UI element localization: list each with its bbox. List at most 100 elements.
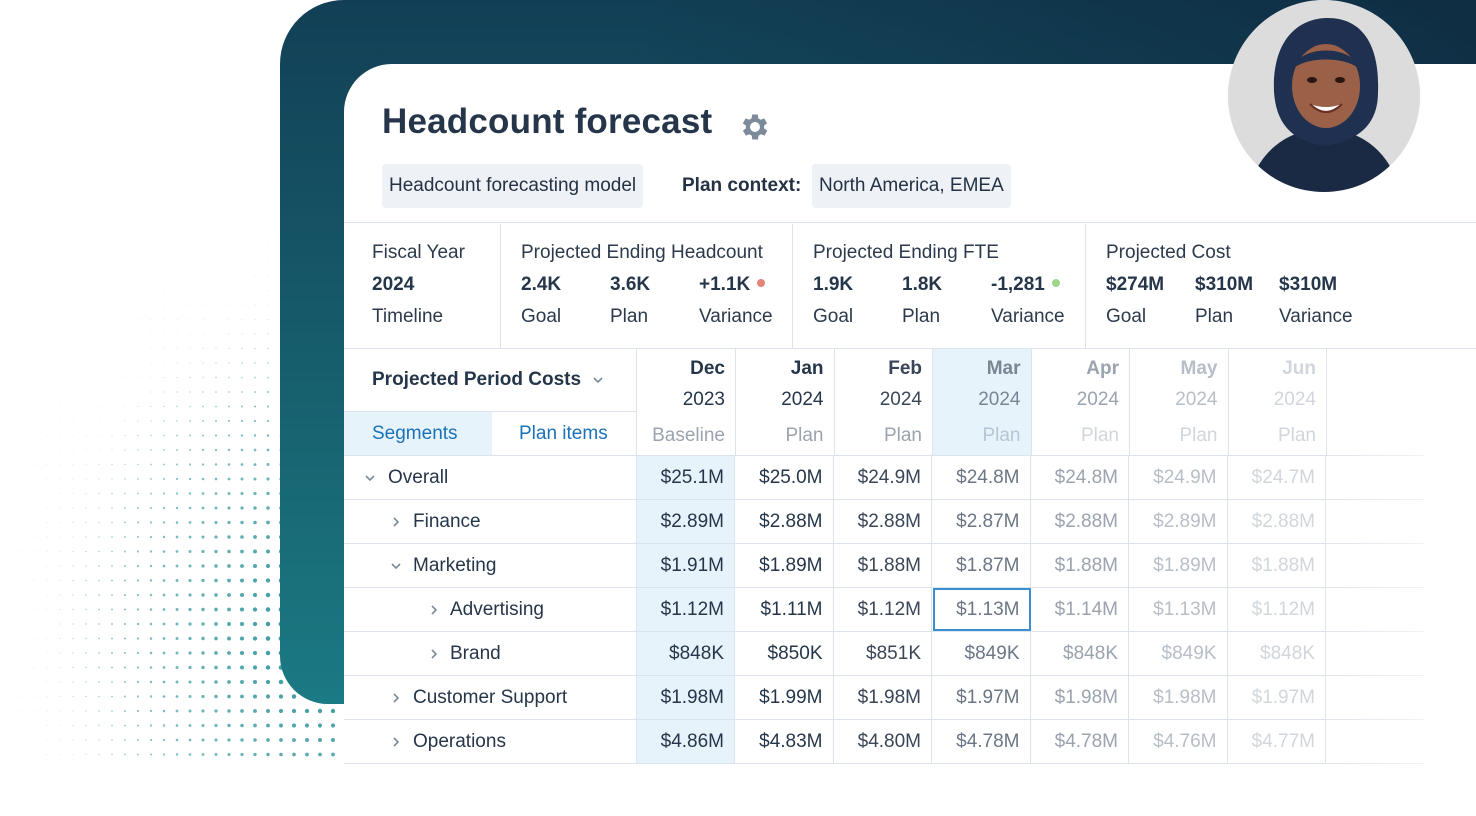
table-cell[interactable]: $1.88M <box>834 544 932 587</box>
table-cell[interactable]: $1.11M <box>736 588 834 631</box>
table-cell[interactable]: $2.88M <box>1228 500 1326 543</box>
table-cell[interactable]: $1.97M <box>933 676 1031 719</box>
table-cell[interactable]: $4.78M <box>1031 720 1129 763</box>
decorative-dot <box>98 681 100 683</box>
decorative-dot <box>240 694 244 699</box>
decorative-dot <box>33 565 35 567</box>
plan-context-chip[interactable]: North America, EMEA <box>812 164 1011 208</box>
gear-icon[interactable] <box>738 110 772 144</box>
table-row[interactable]: Brand $848K $850K $851K $849K $848K $849K $848K <box>344 632 1476 676</box>
decorative-dot <box>214 665 218 670</box>
table-cell[interactable]: $24.8M <box>933 456 1031 499</box>
decorative-dot <box>33 449 35 451</box>
table-cell[interactable]: $1.13M <box>1130 588 1228 631</box>
table-cell[interactable]: $1.98M <box>1130 676 1228 719</box>
column-header[interactable]: Mar 2024 Plan <box>932 349 1032 455</box>
table-cell[interactable]: $1.12M <box>834 588 932 631</box>
table-cell[interactable]: $1.98M <box>637 676 735 719</box>
table-cell[interactable]: $24.7M <box>1228 456 1326 499</box>
column-header[interactable]: Dec 2023 Baseline <box>637 349 736 455</box>
table-cell[interactable]: $1.12M <box>1228 588 1326 631</box>
table-cell[interactable]: $1.99M <box>736 676 834 719</box>
table-cell[interactable]: $4.76M <box>1130 720 1228 763</box>
table-cell[interactable]: $2.89M <box>637 500 735 543</box>
column-header[interactable]: May 2024 Plan <box>1130 349 1229 455</box>
decorative-dot <box>162 738 166 742</box>
decorative-dot <box>149 579 153 582</box>
chevron-right-icon[interactable] <box>390 736 402 748</box>
decorative-dot <box>162 637 166 640</box>
table-cell[interactable]: $849K <box>933 632 1031 675</box>
table-cell[interactable]: $24.8M <box>1031 456 1129 499</box>
table-cell[interactable]: $1.98M <box>834 676 932 719</box>
table-cell[interactable]: $4.80M <box>834 720 932 763</box>
table-cell[interactable]: $1.89M <box>1130 544 1228 587</box>
kpi-value: 2024 <box>372 274 415 295</box>
table-cell[interactable]: $4.78M <box>933 720 1031 763</box>
table-cell[interactable]: $851K <box>834 632 932 675</box>
decorative-dot <box>176 348 178 349</box>
table-cell[interactable]: $849K <box>1130 632 1228 675</box>
table-cell[interactable]: $4.83M <box>736 720 834 763</box>
column-month: Apr <box>1086 358 1119 379</box>
model-chip[interactable]: Headcount forecasting model <box>382 164 644 208</box>
table-cell[interactable]: $1.87M <box>933 544 1031 587</box>
decorative-dot <box>85 637 87 640</box>
chevron-right-icon[interactable] <box>428 648 440 660</box>
table-cell[interactable]: $1.91M <box>637 544 735 587</box>
chevron-down-icon[interactable] <box>364 472 376 484</box>
table-cell[interactable]: $2.88M <box>736 500 834 543</box>
decorative-dot <box>98 478 100 480</box>
period-costs-selector[interactable]: Projected Period Costs <box>372 369 603 391</box>
decorative-dot <box>136 579 140 582</box>
decorative-dot <box>72 377 74 378</box>
decorative-dot <box>72 507 74 509</box>
decorative-dot <box>227 477 231 481</box>
table-row[interactable]: Advertising $1.12M $1.11M $1.12M $1.13M $1.14… <box>344 588 1476 632</box>
tab-plan-items[interactable]: Plan items <box>519 423 608 444</box>
table-cell[interactable]: $2.88M <box>834 500 932 543</box>
decorative-dot <box>20 681 22 683</box>
table-cell[interactable]: $1.14M <box>1031 588 1129 631</box>
table-cell[interactable]: $850K <box>736 632 834 675</box>
table-row[interactable]: Operations $4.86M $4.83M $4.80M $4.78M $4.78M… <box>344 720 1476 764</box>
table-cell[interactable]: $1.97M <box>1228 676 1326 719</box>
chevron-right-icon[interactable] <box>390 516 402 528</box>
table-cell[interactable]: $4.77M <box>1228 720 1326 763</box>
table-cell[interactable]: $25.1M <box>637 456 735 499</box>
chevron-down-icon[interactable] <box>390 560 402 572</box>
table-cell[interactable]: $1.88M <box>1031 544 1129 587</box>
table-cell[interactable]: $848K <box>637 632 735 675</box>
decorative-dot <box>214 738 218 742</box>
table-cell[interactable]: $1.89M <box>736 544 834 587</box>
kpi-headcount: Projected Ending Headcount 2.4K 3.6K +1.… <box>501 224 793 348</box>
table-cell[interactable]: $24.9M <box>1130 456 1228 499</box>
table-cell[interactable]: $1.88M <box>1228 544 1326 587</box>
table-row[interactable]: Customer Support $1.98M $1.99M $1.98M $1.97M… <box>344 676 1476 720</box>
kpi-label: Projected Cost <box>1106 242 1231 263</box>
table-cell[interactable]: $4.86M <box>637 720 735 763</box>
decorative-dot <box>111 333 113 335</box>
table-row[interactable]: Marketing $1.91M $1.89M $1.88M $1.87M $1.88M $… <box>344 544 1476 588</box>
table-cell[interactable]: $1.98M <box>1031 676 1129 719</box>
table-cell[interactable]: $848K <box>1228 632 1326 675</box>
table-cell[interactable]: $848K <box>1031 632 1129 675</box>
table-cell[interactable]: $2.87M <box>933 500 1031 543</box>
table-row[interactable]: Finance $2.89M $2.88M $2.88M $2.87M $2.88M $2.… <box>344 500 1476 544</box>
table-cell[interactable]: $1.12M <box>637 588 735 631</box>
column-header[interactable]: Jun 2024 Plan <box>1228 349 1327 455</box>
column-header[interactable]: Feb 2024 Plan <box>834 349 933 455</box>
decorative-dot <box>163 319 165 320</box>
tab-segments[interactable]: Segments <box>344 412 492 456</box>
table-cell[interactable]: $25.0M <box>736 456 834 499</box>
table-cell[interactable]: $24.9M <box>834 456 932 499</box>
table-cell[interactable]: $1.13M <box>932 588 1031 631</box>
chevron-right-icon[interactable] <box>428 604 440 616</box>
table-row[interactable]: Overall $25.1M $25.0M $24.9M $24.8M $24.8M $24… <box>344 456 1476 500</box>
decorative-dot <box>98 536 100 538</box>
chevron-right-icon[interactable] <box>390 692 402 704</box>
column-header[interactable]: Jan 2024 Plan <box>736 349 835 455</box>
column-header[interactable]: Apr 2024 Plan <box>1031 349 1130 455</box>
table-cell[interactable]: $2.88M <box>1031 500 1129 543</box>
table-cell[interactable]: $2.89M <box>1130 500 1228 543</box>
